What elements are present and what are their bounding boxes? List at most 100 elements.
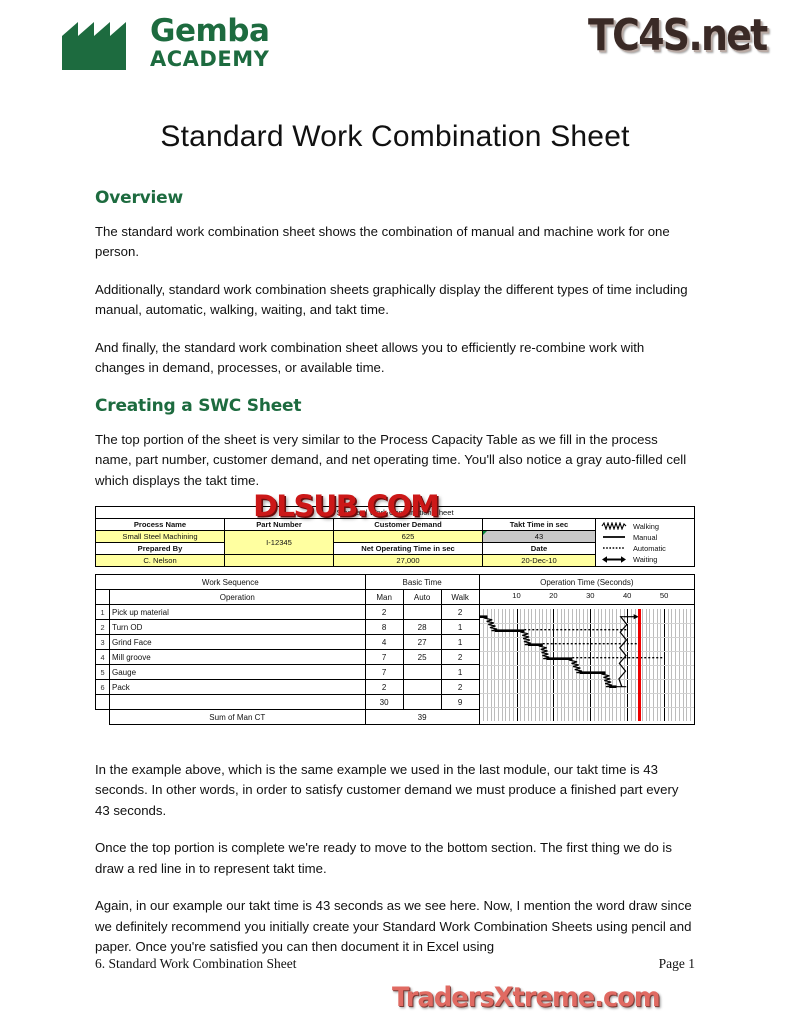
chart-tick-label: 30 — [586, 591, 595, 600]
man-time: 7 — [364, 649, 404, 665]
legend-row-automatic: Automatic — [600, 543, 694, 553]
footer-page-number: Page 1 — [658, 956, 695, 971]
legend-label: Manual — [633, 532, 658, 542]
row-number: 3 — [95, 634, 110, 650]
chart-tick-label: 10 — [512, 591, 521, 600]
auto-time: 27 — [402, 634, 442, 650]
operation-column-header: Operation — [109, 589, 366, 605]
chart-work-lines — [479, 613, 665, 688]
table-row[interactable]: 2 Turn OD 8 28 1 — [95, 619, 695, 635]
part-number-value-spacer — [224, 554, 334, 567]
operation-name: Pick up material — [109, 604, 366, 620]
prepared-by-value[interactable]: C. Nelson — [95, 554, 225, 567]
totals-row: 30 9 — [95, 694, 695, 710]
prepared-by-label: Prepared By — [95, 542, 225, 555]
man-time: 2 — [364, 604, 404, 620]
swc-legend: Walking Manual Automatic — [595, 518, 695, 567]
swc-operations-table: Work Sequence Basic Time Operation Time … — [95, 574, 696, 725]
paragraph: Again, in our example our takt time is 4… — [95, 898, 692, 955]
legend-row-waiting: Waiting — [600, 554, 694, 564]
swc-sheet: Standard Work Combination Sheet Process … — [95, 506, 696, 725]
auto-time — [402, 604, 442, 620]
operation-name: Pack — [109, 679, 366, 695]
sum-of-man-ct-label: Sum of Man CT — [109, 709, 366, 725]
takt-time-line — [638, 608, 642, 721]
chart-row-separator — [479, 650, 694, 652]
chart-tick-label: 40 — [622, 591, 632, 600]
gemba-academy-logo: Gemba ACADEMY — [62, 16, 270, 71]
table-row[interactable]: 6 Pack 2 2 — [95, 679, 695, 695]
row-number: 2 — [95, 619, 110, 635]
walk-column-header: Walk — [440, 589, 480, 605]
chart-row-separator — [479, 622, 694, 624]
chart-row-separator — [479, 706, 694, 708]
man-time: 7 — [364, 664, 404, 680]
logo-subwordmark: ACADEMY — [150, 47, 270, 71]
paragraph: Once the top portion is complete we're r… — [95, 840, 672, 876]
row-number: 1 — [95, 604, 110, 620]
paragraph: The top portion of the sheet is very sim… — [95, 431, 687, 488]
paragraph: The standard work combination sheet show… — [95, 224, 670, 260]
sum-row: Sum of Man CT 39 — [96, 709, 695, 725]
part-number-value[interactable]: I-12345 — [224, 530, 334, 555]
swc-chart — [478, 604, 696, 725]
swc-top-block: Standard Work Combination Sheet Process … — [95, 506, 695, 567]
auto-time: 28 — [402, 619, 442, 635]
chart-row-separator — [479, 636, 694, 638]
chart-row-separator — [479, 692, 694, 694]
watermark-tradersxtreme: TradersXtreme.com — [392, 982, 661, 1013]
legend-row-manual: Manual — [600, 532, 694, 542]
total-man: 30 — [364, 694, 404, 710]
customer-demand-value[interactable]: 625 — [333, 530, 483, 543]
net-operating-time-value[interactable]: 27,000 — [333, 554, 483, 567]
row-number-header — [95, 589, 110, 605]
table-row[interactable]: 4 Mill groove 7 25 2 — [95, 649, 695, 665]
walk-time: 1 — [440, 664, 480, 680]
basic-time-header: Basic Time — [364, 574, 480, 590]
table-row[interactable]: 1 Pick up material 2 2 — [95, 604, 696, 725]
walk-time: 2 — [440, 649, 480, 665]
process-name-label: Process Name — [95, 518, 225, 531]
watermark-tc4s: TC4S.net — [588, 10, 769, 61]
operation-name: Gauge — [109, 664, 366, 680]
auto-time — [402, 679, 442, 695]
operation-name: Mill groove — [109, 649, 366, 665]
auto-column-header: Auto — [402, 589, 442, 605]
paragraph: In the example above, which is the same … — [95, 762, 679, 818]
date-label: Date — [482, 542, 596, 555]
chart-tick-label: 50 — [659, 591, 669, 600]
totals-spacer — [95, 694, 110, 710]
paragraph: And finally, the standard work combinati… — [95, 339, 645, 376]
row-number: 5 — [95, 664, 110, 680]
totals-spacer-label — [109, 694, 366, 710]
document-body: Standard Work Combination Sheet Overview… — [95, 120, 695, 508]
operation-name: Grind Face — [109, 634, 366, 650]
auto-time — [402, 664, 442, 680]
legend-label: Waiting — [633, 554, 658, 564]
paragraph: Additionally, standard work combination … — [95, 281, 688, 318]
walking-squiggle-icon — [600, 522, 628, 530]
swc-sheet-title: Standard Work Combination Sheet — [336, 508, 454, 517]
process-name-value[interactable]: Small Steel Machining — [95, 530, 225, 543]
sum-spacer — [96, 710, 110, 725]
chart-tick-axis: 10 20 30 40 50 — [478, 589, 696, 605]
row-number: 6 — [95, 679, 110, 695]
section-heading-creating-swc: Creating a SWC Sheet — [95, 395, 302, 416]
page-title: Standard Work Combination Sheet — [160, 120, 630, 153]
legend-label: Automatic — [633, 543, 666, 553]
takt-time-value: 43 — [482, 530, 596, 543]
man-column-header: Man — [364, 589, 404, 605]
customer-demand-label: Customer Demand — [333, 518, 483, 531]
section-heading-overview: Overview — [95, 188, 183, 208]
legend-label: Walking — [633, 521, 660, 531]
footer-left: 6. Standard Work Combination Sheet — [95, 956, 297, 971]
chart-tick-label: 20 — [549, 591, 558, 600]
factory-icon — [62, 22, 126, 70]
date-value[interactable]: 20-Dec-10 — [482, 554, 596, 567]
row-number: 4 — [95, 649, 110, 665]
total-auto — [402, 694, 442, 710]
chart-row-separator — [479, 664, 694, 666]
chart-row-separator — [479, 678, 694, 680]
manual-solid-line-icon — [600, 533, 628, 541]
man-time: 2 — [364, 679, 404, 695]
